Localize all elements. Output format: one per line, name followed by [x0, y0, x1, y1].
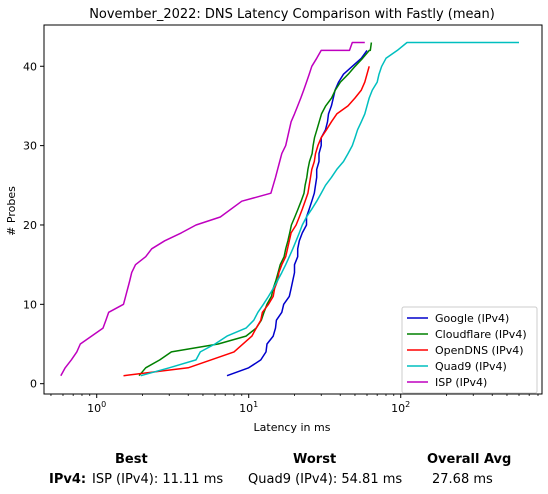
- x-axis-label: Latency in ms: [254, 421, 331, 434]
- y-tick-label-0: 0: [30, 378, 37, 391]
- legend-box: [401, 306, 538, 394]
- best-value: ISP (IPv4): 11.11 ms: [92, 472, 224, 487]
- worst-header: Worst: [293, 452, 337, 467]
- y-axis-label: # Probes: [5, 186, 18, 236]
- chart-title: November_2022: DNS Latency Comparison wi…: [89, 7, 495, 22]
- worst-value: Quad9 (IPv4): 54.81 ms: [248, 472, 403, 487]
- legend-label-0: Google (IPv4): [435, 312, 509, 325]
- x-tick-label-2: 102: [391, 400, 410, 415]
- overall-avg-value: 27.68 ms: [432, 472, 493, 487]
- x-tick-label-0: 100: [87, 400, 106, 415]
- legend-label-1: Cloudflare (IPv4): [435, 328, 527, 341]
- series-line-0: [226, 49, 368, 377]
- series-line-4: [60, 41, 365, 377]
- summary-panel: Best Worst Overall Avg IPv4: ISP (IPv4):…: [0, 446, 548, 494]
- x-tick-label-1: 101: [239, 400, 258, 415]
- series-line-2: [123, 66, 370, 377]
- overall-avg-header: Overall Avg: [427, 452, 512, 467]
- y-tick-label-3: 30: [23, 140, 37, 153]
- plot-frame: [43, 24, 543, 395]
- summary-row-ipv4: IPv4:: [49, 472, 87, 487]
- legend-label-4: ISP (IPv4): [435, 376, 487, 389]
- y-tick-label-2: 20: [23, 219, 37, 232]
- y-tick-label-4: 40: [23, 60, 37, 73]
- series-line-1: [138, 42, 373, 377]
- best-header: Best: [115, 452, 148, 467]
- ipv4-row-label: IPv4: [49, 472, 81, 487]
- latency-chart: November_2022: DNS Latency Comparison wi…: [5, 7, 543, 434]
- y-tick-label-1: 10: [23, 298, 37, 311]
- legend: Google (IPv4) Cloudflare (IPv4) OpenDNS (I…: [401, 306, 538, 394]
- series-line-3: [140, 41, 519, 377]
- legend-label-3: Quad9 (IPv4): [435, 360, 507, 373]
- legend-label-2: OpenDNS (IPv4): [435, 344, 524, 357]
- plot-area: [60, 41, 519, 377]
